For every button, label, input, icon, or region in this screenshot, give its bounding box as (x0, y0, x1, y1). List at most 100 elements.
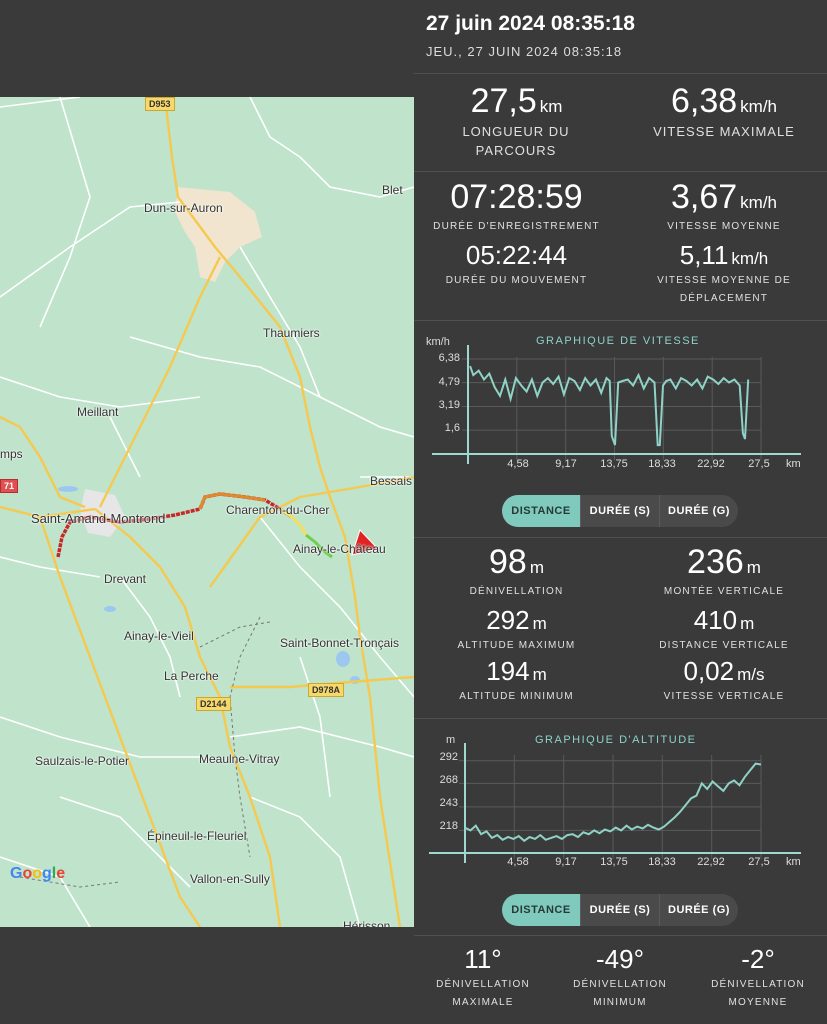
altitude-axis-tabs: DISTANCE DURÉE (S) DURÉE (G) (502, 894, 738, 926)
record-duration-stat: 07:28:59 DURÉE D'ENREGISTREMENT (424, 178, 609, 236)
slope-avg-stat: -2° DÉNIVELLATION MOYENNE (693, 944, 823, 1012)
stats-panel[interactable]: 27 juin 2024 08:35:18 JEU., 27 JUIN 2024… (414, 0, 827, 1024)
map-place: Ainay-le-Château (293, 542, 386, 556)
route-path (56, 492, 293, 558)
avg-moving-speed-unit: km/h (731, 249, 769, 268)
altitude-y-unit: m (446, 734, 456, 746)
speed-xtick: 22,92 (697, 458, 725, 470)
map-place: Dun-sur-Auron (144, 201, 223, 215)
map-place: mps (0, 447, 23, 461)
map-place: Saint-Amand-Montrond (31, 511, 166, 526)
max-speed-stat: 6,38 km/h VITESSE MAXIMALE (629, 82, 819, 141)
speed-ytick: 6,38 (438, 352, 460, 364)
map-place: Bessais (370, 474, 413, 488)
route-path-segment (198, 492, 266, 510)
speed-xtick: 18,33 (648, 458, 676, 470)
max-speed-unit: km/h (740, 97, 778, 116)
vert-speed-unit: m/s (737, 665, 765, 684)
alt-max-value: 292 (486, 605, 530, 635)
speed-ytick: 1,6 (444, 422, 460, 434)
distance-value: 27,5 (470, 82, 537, 120)
altitude-x-unit: km (786, 856, 801, 868)
moving-duration-value: 05:22:44 (465, 240, 568, 270)
divider (414, 320, 827, 321)
alt-min-stat: 194 m ALTITUDE MINIMUM (424, 656, 609, 706)
main-roads (0, 97, 414, 927)
avg-speed-unit: km/h (740, 193, 778, 212)
slope-avg-value: -2° (741, 944, 775, 974)
road-badge: D978A (308, 683, 345, 697)
distance-unit: km (539, 97, 563, 116)
current-position-arrow (351, 529, 379, 556)
map-canvas (0, 97, 414, 927)
elevation-gain-value: 98 (489, 543, 527, 581)
map-place: La Perche (164, 669, 219, 683)
speed-ytick: 3,19 (438, 399, 460, 411)
altitude-xtick: 22,92 (697, 856, 725, 868)
map-place: Saint-Bonnet-Tronçais (280, 636, 399, 650)
road-badge: 71 (0, 479, 19, 493)
avg-moving-speed-value: 5,11 (679, 240, 729, 270)
ascent-unit: m (746, 558, 761, 577)
map-place: Thaumiers (263, 326, 320, 340)
ascent-stat: 236 m MONTÉE VERTICALE (629, 543, 819, 601)
route-path-segment (305, 533, 333, 559)
vert-dist-stat: 410 m DISTANCE VERTICALE (629, 605, 819, 655)
map-place: Blet (382, 183, 403, 197)
elevation-gain-stat: 98 m DÉNIVELLATION (424, 543, 609, 601)
tab-duration-g[interactable]: DURÉE (G) (668, 904, 730, 916)
tab-duration-s[interactable]: DURÉE (S) (580, 894, 660, 926)
max-speed-label: VITESSE MAXIMALE (653, 124, 795, 139)
avg-speed-label: VITESSE MOYENNE (667, 221, 781, 232)
tab-distance[interactable]: DISTANCE (502, 894, 580, 926)
elevation-gain-unit: m (529, 558, 544, 577)
divider (414, 718, 827, 719)
slope-min-value: -49° (596, 944, 644, 974)
avg-speed-value: 3,67 (670, 178, 738, 216)
map-place: Meillant (77, 405, 119, 419)
series-line (464, 762, 762, 843)
speed-axis-tabs: DISTANCE DURÉE (S) DURÉE (G) (502, 495, 738, 527)
tab-duration-s[interactable]: DURÉE (S) (580, 495, 660, 527)
elevation-gain-label: DÉNIVELLATION (469, 586, 564, 597)
altitude-xtick: 13,75 (600, 856, 628, 868)
road-badge: D953 (145, 97, 175, 111)
speed-x-unit: km (786, 458, 801, 470)
alt-max-stat: 292 m ALTITUDE MAXIMUM (424, 605, 609, 655)
speed-xtick: 13,75 (600, 458, 628, 470)
vert-speed-label: VITESSE VERTICALE (663, 691, 785, 702)
track-title: 27 juin 2024 08:35:18 (426, 12, 635, 35)
altitude-ytick: 243 (439, 797, 458, 809)
slope-max-value: 11° (464, 944, 502, 974)
google-logo: Google (10, 865, 66, 882)
lake (58, 486, 78, 492)
road-badge: D2144 (196, 697, 231, 711)
alt-min-unit: m (532, 665, 547, 684)
record-duration-value: 07:28:59 (450, 178, 583, 216)
tab-distance[interactable]: DISTANCE (502, 495, 580, 527)
slope-min-label: DÉNIVELLATION MINIMUM (573, 979, 667, 1008)
alt-min-label: ALTITUDE MINIMUM (459, 691, 574, 702)
track-date: JEU., 27 JUIN 2024 08:35:18 (426, 44, 623, 59)
altitude-xtick: 9,17 (555, 856, 577, 868)
series-line (469, 365, 750, 447)
ascent-label: MONTÉE VERTICALE (663, 586, 785, 597)
speed-chart-title: GRAPHIQUE DE VITESSE (536, 335, 700, 347)
divider (414, 171, 827, 172)
tab-duration-g[interactable]: DURÉE (G) (668, 505, 730, 517)
map-view[interactable]: Dun-sur-Auron Blet Thaumiers Meillant mp… (0, 97, 414, 927)
vert-speed-stat: 0,02 m/s VITESSE VERTICALE (629, 656, 819, 706)
map-place: Épineuil-le-Fleuriel (147, 829, 247, 843)
record-duration-label: DURÉE D'ENREGISTREMENT (433, 221, 600, 232)
distance-label: LONGUEUR DU PARCOURS (462, 124, 570, 158)
divider (414, 935, 827, 936)
town-area (175, 187, 262, 282)
map-place: Ainay-le-Vieil (124, 629, 194, 643)
alt-min-value: 194 (486, 656, 530, 686)
speed-xtick: 4,58 (507, 458, 529, 470)
altitude-chart-title: GRAPHIQUE D'ALTITUDE (535, 734, 697, 746)
route-path-segment (279, 507, 308, 536)
speed-xtick: 9,17 (555, 458, 577, 470)
moving-duration-stat: 05:22:44 DURÉE DU MOUVEMENT (424, 240, 609, 290)
altitude-ytick: 292 (439, 751, 458, 763)
